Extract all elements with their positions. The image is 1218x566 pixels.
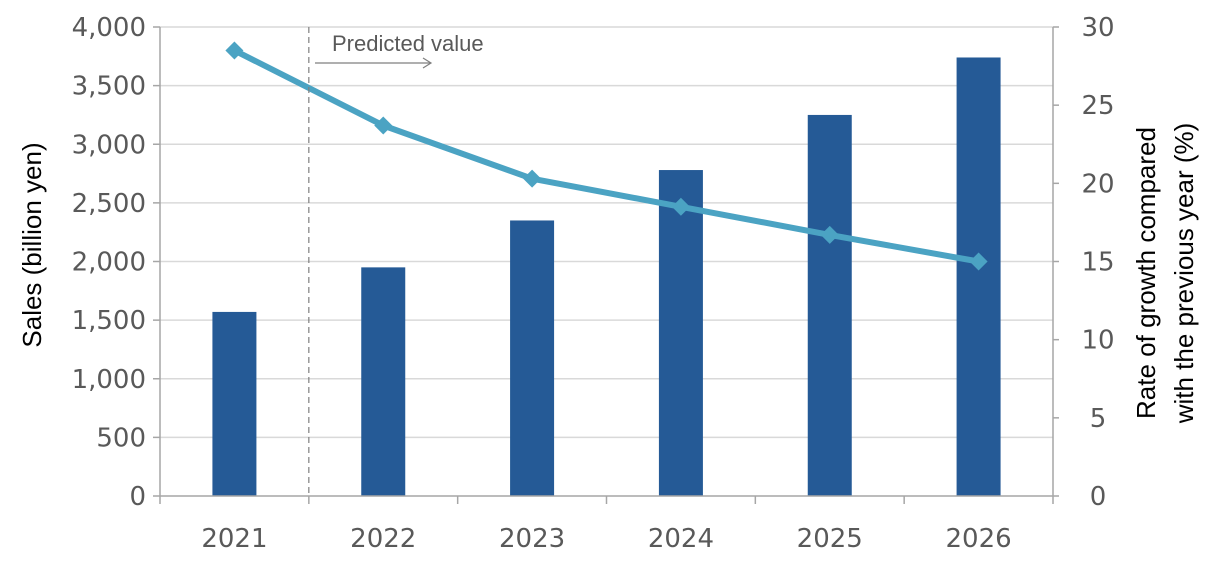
marker-2023: [523, 169, 542, 188]
y2-tick-label: 30: [1081, 13, 1114, 43]
marker-2021: [225, 41, 244, 60]
y-tick-label: 1,500: [72, 306, 146, 336]
y-axis-title: Sales (billion yen): [17, 142, 47, 347]
y2-tick-label: 10: [1081, 326, 1114, 356]
bar-2024: [658, 170, 703, 497]
gridlines: [160, 26, 1053, 439]
x-tick-label: 2026: [945, 524, 1011, 554]
y-tick-label: 3,500: [72, 72, 146, 102]
marker-2024: [671, 197, 690, 216]
y-tick-label: 0: [129, 482, 146, 512]
y2-axis-title-line-2: with the previous year (%): [1169, 123, 1199, 425]
bar-2022: [361, 267, 406, 496]
y-tick-label: 500: [96, 423, 146, 453]
y-tick-label: 1,000: [72, 365, 146, 395]
bar-2021: [212, 311, 257, 496]
y-tick-label: 3,000: [72, 130, 146, 160]
y2-tick-label: 15: [1081, 248, 1114, 278]
y-tick-label: 2,500: [72, 189, 146, 219]
y2-tick-label: 5: [1090, 404, 1107, 434]
bar-2025: [807, 114, 852, 496]
marker-2026: [969, 252, 988, 271]
marker-2022: [374, 116, 393, 135]
x-tick-label: 2023: [499, 524, 565, 554]
marker-2025: [820, 225, 839, 244]
growth-rate-series: [225, 41, 988, 271]
y2-tick-label: 25: [1081, 91, 1114, 121]
growth-rate-line: [233, 47, 980, 265]
y2-tick-label: 20: [1081, 169, 1114, 199]
annotation-arrow: [315, 57, 433, 69]
x-tick-label: 2021: [201, 524, 267, 554]
y2-tick-label: 0: [1090, 482, 1107, 512]
y-tick-label: 2,000: [72, 248, 146, 278]
tick-labels: 0 500 1,000 1,500 2,000 2,500 3,000 3,500 4,000 0…: [72, 13, 1115, 554]
axes: [153, 26, 1059, 504]
x-tick-label: 2025: [797, 524, 863, 554]
x-tick-label: 2024: [648, 524, 714, 554]
bar-series: [212, 57, 1001, 497]
bar-2023: [510, 220, 555, 496]
annotation-predicted-value: Predicted value: [332, 31, 484, 56]
y-tick-label: 4,000: [72, 13, 146, 43]
y2-axis-title-line-1: Rate of growth compared: [1131, 127, 1161, 419]
x-tick-label: 2022: [350, 524, 416, 554]
bar-2026: [956, 57, 1001, 497]
